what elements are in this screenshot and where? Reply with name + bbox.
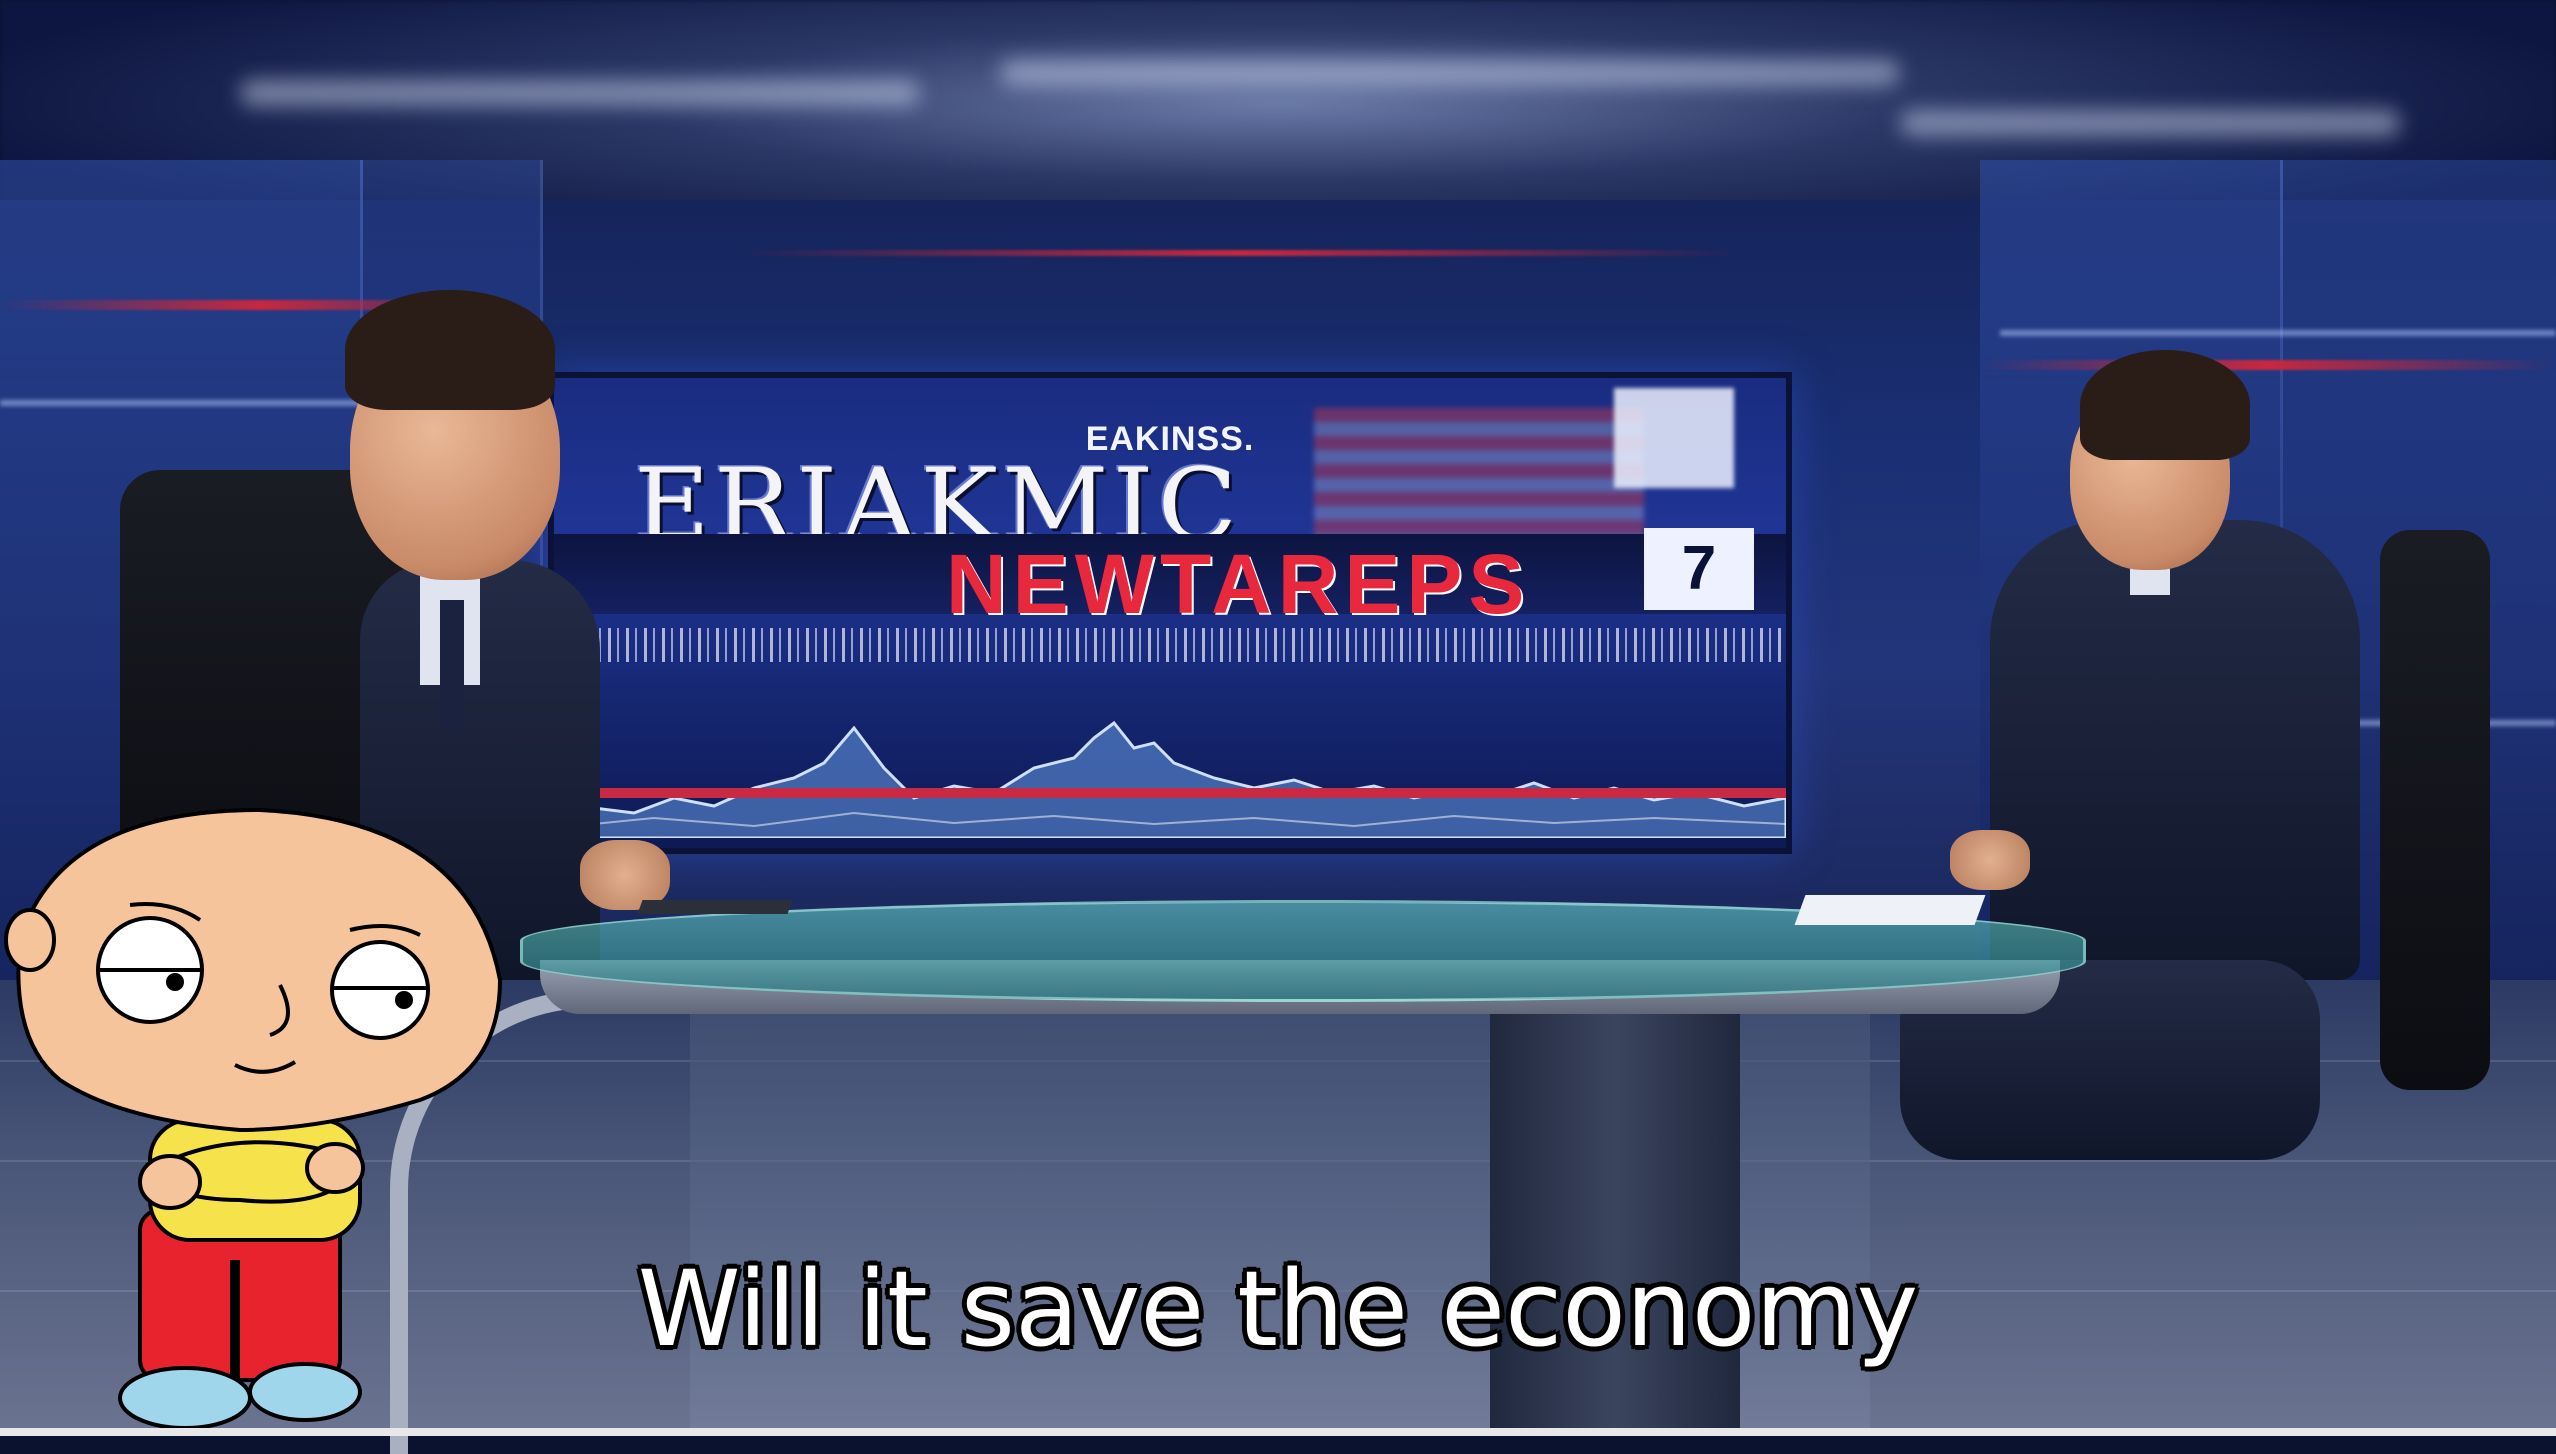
flag-graphic: [1314, 408, 1644, 538]
screen-red-band: [554, 788, 1786, 798]
screen-stock-chart-graphic: [554, 720, 1786, 838]
video-subtitle: Will it save the economy: [637, 1248, 1919, 1370]
screen-subheadline: NEWTAREPS: [946, 537, 1531, 631]
right-anchor-hand: [1950, 830, 2030, 890]
left-anchor-hair: [345, 290, 555, 410]
right-anchor-suit: [1990, 520, 2360, 980]
desk-notepad: [637, 900, 793, 914]
screen-glare-panel: [1614, 388, 1734, 488]
right-chair: [2380, 530, 2490, 1090]
ceiling-light: [1000, 60, 1900, 86]
desk-pillar: [1490, 1000, 1740, 1436]
screen-subheadline-band: [554, 534, 1786, 614]
wall-accent-stripe: [0, 300, 520, 310]
ceiling-light: [240, 80, 920, 106]
screen-ticker-bar: [554, 628, 1786, 662]
wall-light-stripe: [2000, 330, 2556, 336]
studio-video-wall: EAKINSS. ERIAKMIC NEWTAREPS 7: [548, 372, 1792, 854]
left-anchor-tie: [440, 600, 464, 730]
ceiling-light: [1900, 110, 2400, 136]
screen-network-label: EAKINSS.: [1085, 420, 1255, 458]
cartoon-baby-character: [4, 807, 503, 1430]
wall-accent-stripe: [1980, 360, 2556, 370]
wall-accent-stripe: [740, 250, 1740, 256]
screen-channel-badge: 7: [1644, 528, 1754, 610]
bottom-border-strip: [0, 1428, 2556, 1436]
desk-papers: [1794, 895, 1986, 925]
wall-light-stripe: [0, 400, 440, 406]
right-anchor-hair: [2080, 350, 2250, 460]
left-anchor-hands: [580, 840, 670, 910]
